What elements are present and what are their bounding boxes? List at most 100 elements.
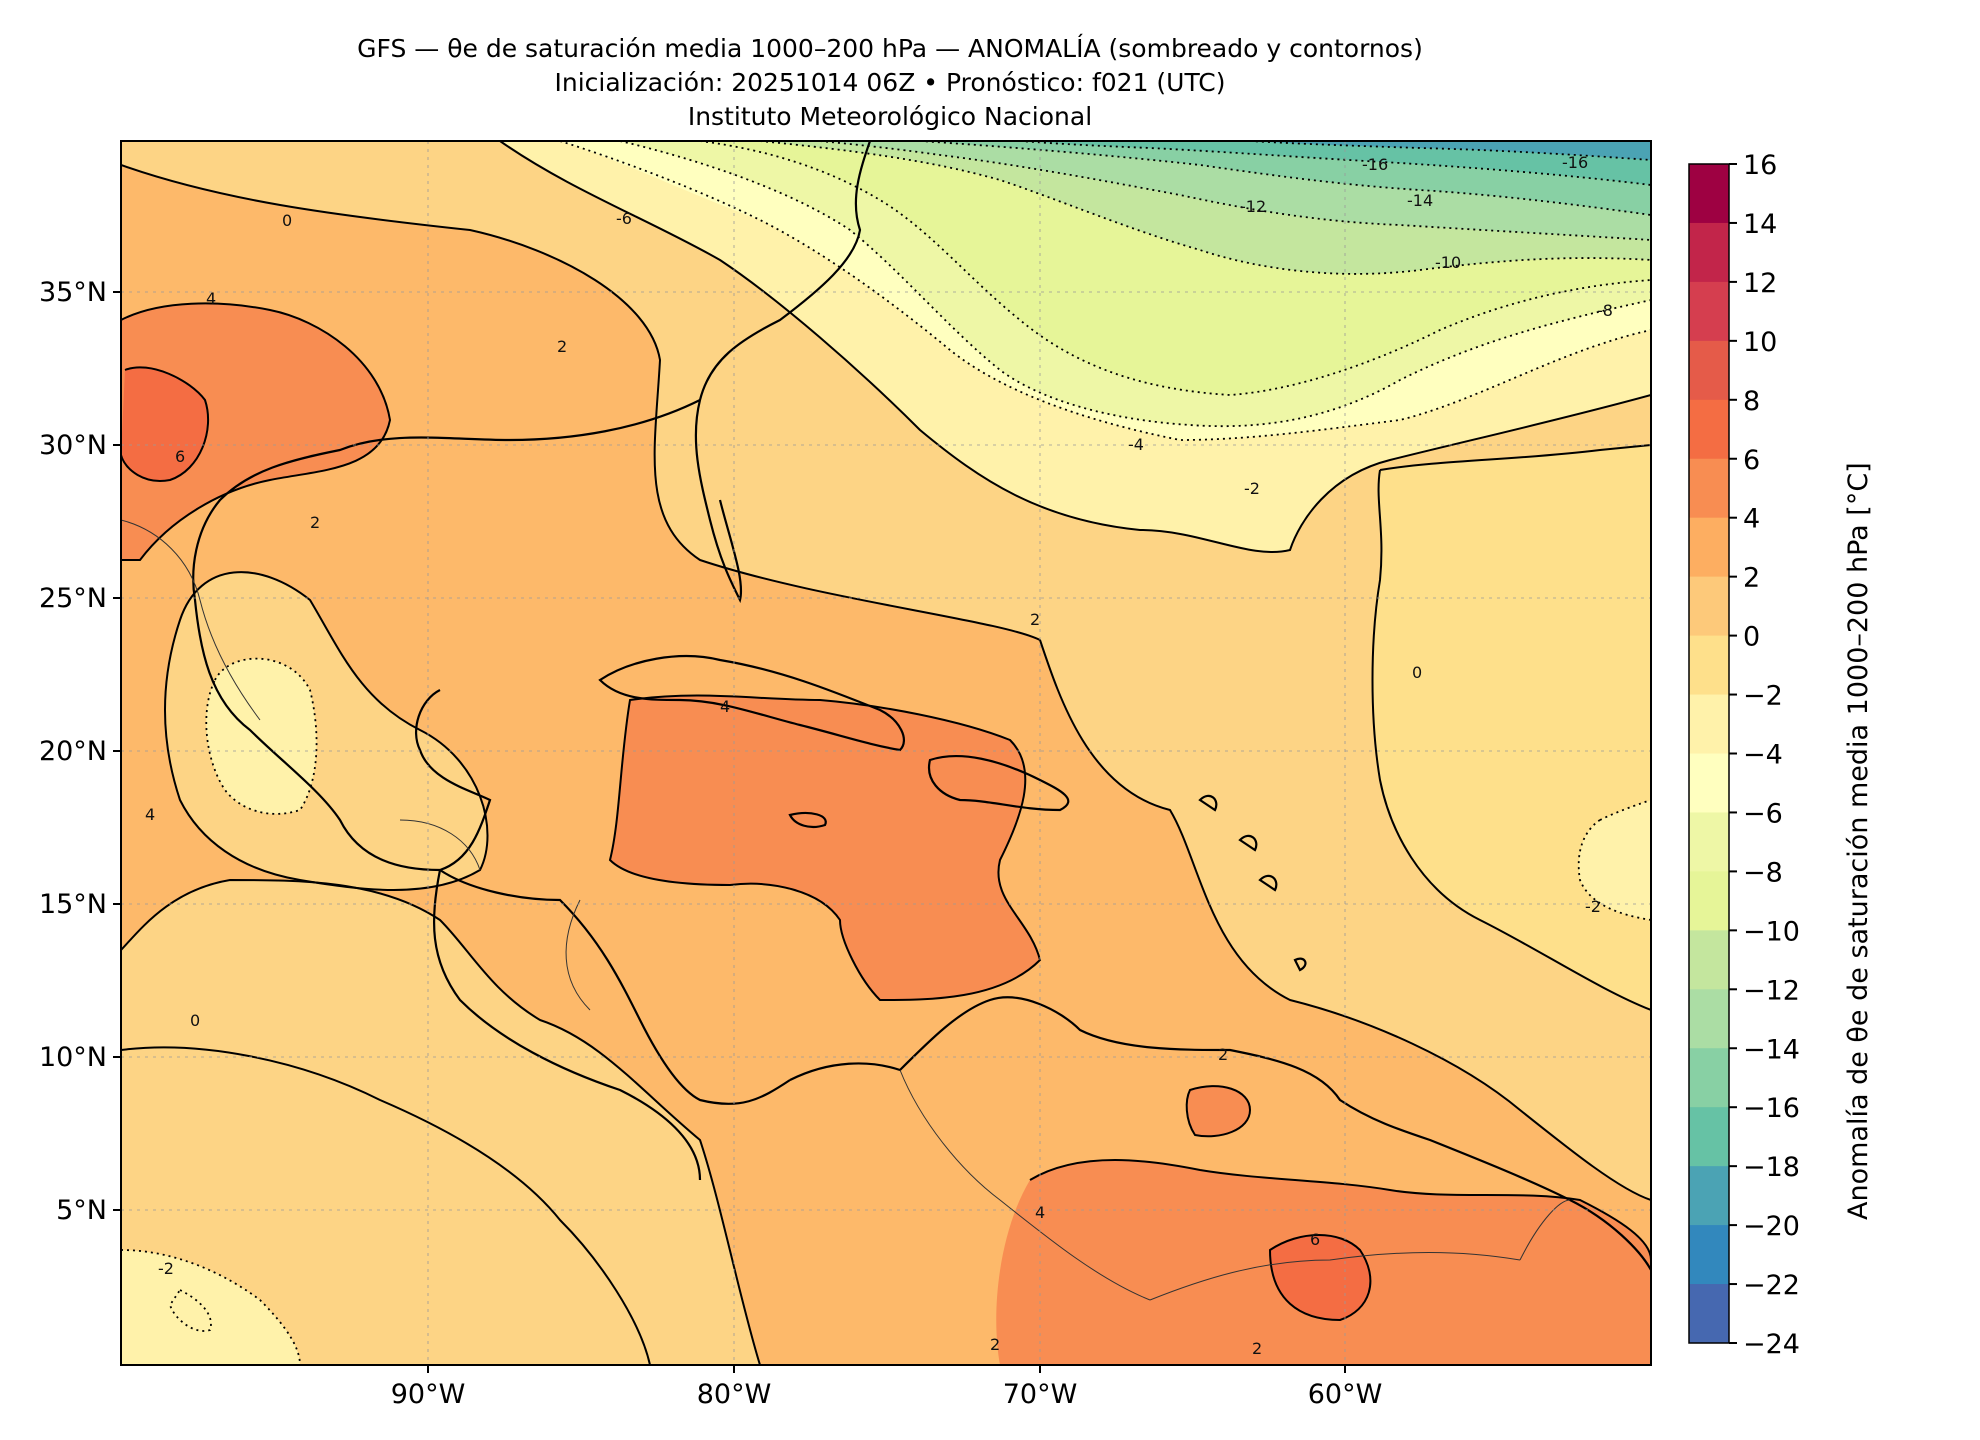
colorbar-tick-label: 10 (1743, 327, 1777, 358)
contour-label: -10 (1435, 253, 1461, 272)
colorbar-swatch (1689, 340, 1729, 401)
shading-caribbean-4 (610, 695, 1040, 1000)
lon-tick-label: 70°W (1003, 1379, 1078, 1410)
contour-label: 6 (1310, 1230, 1320, 1249)
colorbar-swatch (1689, 399, 1729, 460)
lon-axis: 90°W 80°W 70°W 60°W (391, 1365, 1383, 1410)
colorbar-swatch (1689, 281, 1729, 342)
lat-axis: 35°N 30°N 25°N 20°N 15°N 10°N 5°N (39, 277, 121, 1226)
colorbar-tick-label: −4 (1743, 740, 1783, 771)
lon-tick-label: 80°W (697, 1379, 772, 1410)
colorbar-tick-label: −10 (1743, 916, 1800, 947)
colorbar-tick-label: 8 (1743, 386, 1760, 417)
lat-tick-label: 25°N (39, 583, 107, 614)
colorbar-swatch (1689, 989, 1729, 1049)
colorbar-tick-label: −18 (1743, 1152, 1800, 1183)
contour-label: 4 (145, 805, 155, 824)
lat-tick-label: 5°N (56, 1195, 107, 1226)
shading-venezuela-4 (1186, 1086, 1250, 1137)
contour-label: -16 (1562, 153, 1588, 172)
shading-neg-14 (1020, 141, 1651, 185)
colorbar-tick-label: −14 (1743, 1034, 1800, 1065)
contour-labels: -16 -16 -14 -12 -10 -8 -6 -4 -2 0 0 2 2 … (145, 153, 1613, 1358)
contour-label: 6 (175, 447, 185, 466)
colorbar-tick-label: 16 (1743, 150, 1777, 181)
colorbar: 16 14 12 10 8 6 4 2 0 −2 −4 −6 −8 −10 −12 −14 −16 −18 −20 −… (1688, 150, 1800, 1360)
country-borders (121, 519, 1571, 1301)
colorbar-swatch (1689, 458, 1729, 519)
colorbar-swatch (1689, 812, 1729, 872)
shading-atlantic-neg2 (1578, 800, 1651, 920)
positive-contours (121, 141, 1651, 1365)
colorbar-tick-label: 2 (1743, 563, 1760, 594)
colorbar-label: Anomalía de θe de saturación media 1000–… (1843, 462, 1874, 1220)
shading-pacific-neg (121, 1250, 300, 1365)
lat-tick-label: 10°N (39, 1042, 107, 1073)
colorbar-swatch (1689, 930, 1729, 990)
map-title: GFS — θe de saturación media 1000–200 hP… (357, 34, 1423, 63)
map-institution: Instituto Meteorológico Nacional (687, 102, 1093, 131)
contour-label: 2 (557, 337, 567, 356)
contour-label: -2 (158, 1259, 174, 1278)
colorbar-swatch (1689, 1107, 1729, 1167)
colorbar-tick-label: −16 (1743, 1093, 1800, 1124)
colorbar-swatch (1689, 635, 1729, 696)
contour-label: -2 (1244, 479, 1260, 498)
colorbar-swatch (1689, 753, 1729, 813)
lat-tick-label: 20°N (39, 736, 107, 767)
lon-tick-label: 90°W (391, 1379, 466, 1410)
colorbar-tick-label: −12 (1743, 975, 1800, 1006)
colorbar-swatch (1689, 517, 1729, 578)
contour-label: 2 (1218, 1045, 1228, 1064)
contour-label: -14 (1407, 191, 1433, 210)
contour-label: 0 (190, 1011, 200, 1030)
lat-tick-label: 15°N (39, 889, 107, 920)
shading-neg-16 (1250, 141, 1651, 160)
colorbar-tick-label: 6 (1743, 445, 1760, 476)
colorbar-swatch (1689, 1225, 1729, 1285)
lat-tick-label: 35°N (39, 277, 107, 308)
shading-texas-6 (121, 367, 209, 481)
colorbar-swatch (1689, 576, 1729, 637)
contour-label: 4 (720, 697, 730, 716)
lat-tick-label: 30°N (39, 430, 107, 461)
contour-label: 4 (1035, 1203, 1045, 1222)
colorbar-tick-label: −2 (1743, 681, 1783, 712)
colorbar-tick-label: −8 (1743, 857, 1783, 888)
map-panel: -16 -16 -14 -12 -10 -8 -6 -4 -2 0 0 2 2 … (121, 141, 1651, 1365)
colorbar-swatch (1689, 1166, 1729, 1226)
colorbar-swatch (1689, 1048, 1729, 1108)
colorbar-tick-label: −20 (1743, 1211, 1800, 1242)
contour-label: 4 (206, 289, 216, 308)
contour-label: 2 (1252, 1339, 1262, 1358)
contour-label: -8 (1597, 301, 1613, 320)
colorbar-tick-label: 14 (1743, 209, 1777, 240)
contour-label: -4 (1128, 435, 1144, 454)
colorbar-tick-label: 4 (1743, 504, 1760, 535)
contour-label: -16 (1362, 155, 1388, 174)
contour-label: -12 (1240, 197, 1266, 216)
colorbar-tick-label: −22 (1743, 1270, 1800, 1301)
gridlines (121, 141, 1651, 1365)
contour-label: -2 (1585, 897, 1601, 916)
colorbar-tick-label: −6 (1743, 798, 1783, 829)
coastlines (192, 141, 1651, 1271)
contour-label: 2 (310, 513, 320, 532)
colorbar-swatch (1689, 164, 1729, 224)
colorbar-swatch (1689, 222, 1729, 283)
colorbar-swatch (1689, 694, 1729, 754)
colorbar-swatch (1689, 871, 1729, 931)
contour-label: 0 (282, 211, 292, 230)
colorbar-tick-label: 12 (1743, 268, 1777, 299)
shading-texas-4 (121, 303, 390, 560)
lon-tick-label: 60°W (1308, 1379, 1383, 1410)
contour-label: 0 (1412, 663, 1422, 682)
contour-label: 2 (990, 1335, 1000, 1354)
map-subtitle: Inicialización: 20251014 06Z • Pronóstic… (554, 68, 1226, 97)
contour-label: 2 (1030, 610, 1040, 629)
contour-label: -6 (616, 209, 632, 228)
colorbar-swatch (1689, 1284, 1729, 1344)
shading-southamerica-6 (1270, 1235, 1371, 1320)
colorbar-tick-label: 0 (1743, 622, 1760, 653)
